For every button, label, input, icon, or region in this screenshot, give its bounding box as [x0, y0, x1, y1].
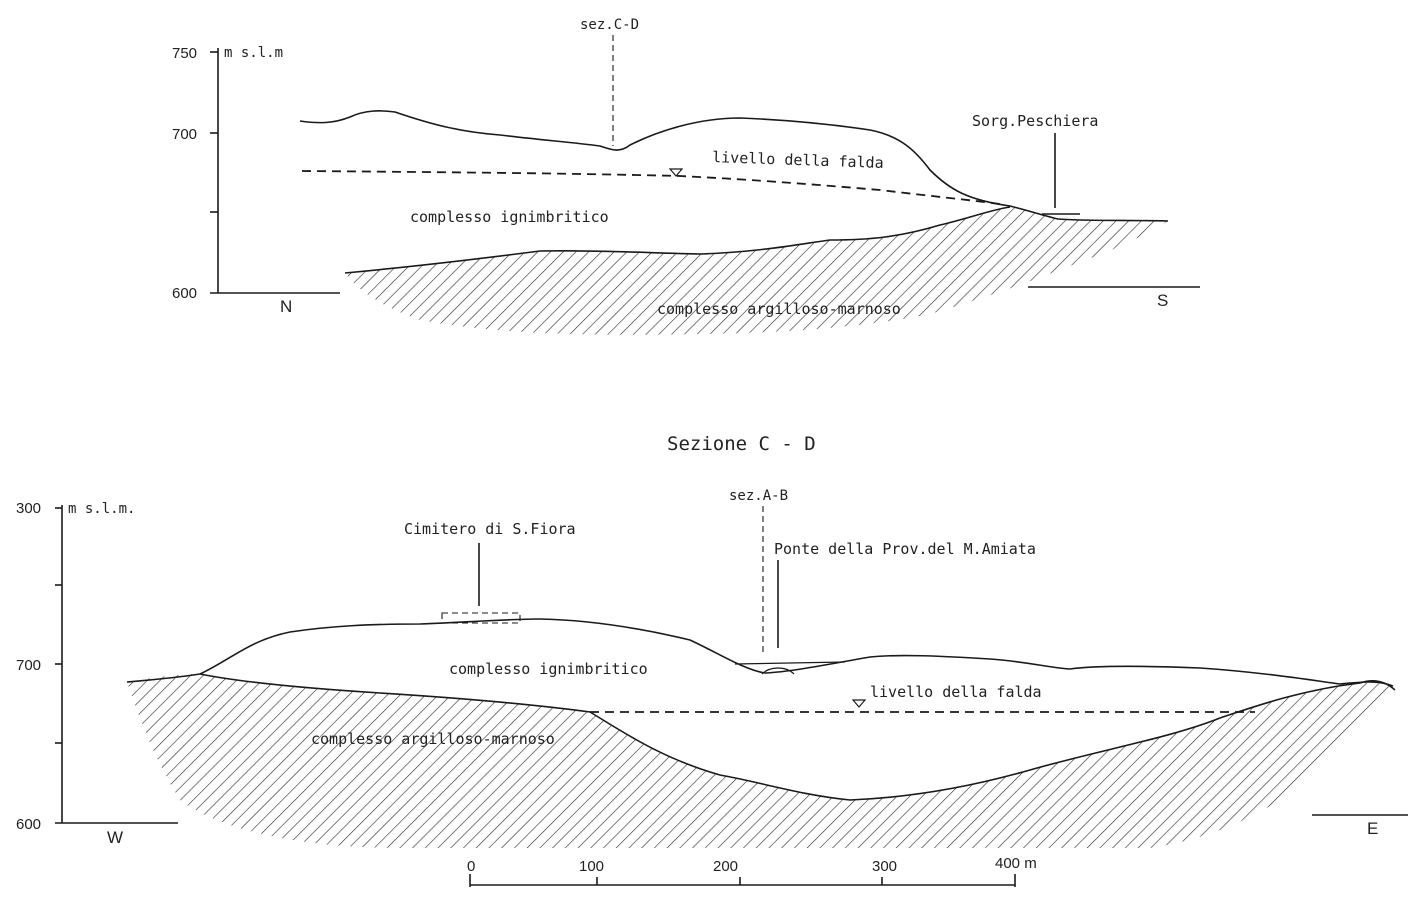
clay-marl-top-ab	[344, 206, 1011, 274]
cemetery-label: Cimitero di S.Fiora	[404, 520, 576, 538]
scale-tick-400: 400 m	[995, 855, 1037, 872]
ground-surface-cd	[126, 618, 1394, 687]
upper-unit-label-ab: complesso ignimbritico	[410, 208, 609, 226]
ground-surface-ab	[299, 110, 1169, 222]
spring-label: Sorg.Peschiera	[972, 112, 1098, 130]
direction-left-ab: N	[280, 297, 292, 316]
elevation-tick-700-cd: 700	[16, 657, 41, 674]
scale-tick-0: 0	[467, 858, 475, 875]
cemetery-outline	[441, 612, 521, 624]
marker-label-ab: sez.A-B	[729, 488, 788, 504]
elevation-tick-600: 600	[172, 285, 197, 302]
upper-unit-label-cd: complesso ignimbritico	[449, 660, 648, 678]
ground-surface-cd-right-edge	[1359, 680, 1396, 691]
elevation-axis-ab: 750 700 600 m s.l.m	[172, 45, 340, 302]
elevation-tick-750: 750	[172, 45, 197, 62]
section-title-cd: Sezione C - D	[667, 433, 816, 455]
clay-marl-top-cd	[199, 673, 1361, 801]
scale-tick-100: 100	[579, 858, 604, 875]
section-ab: 750 700 600 m s.l.m sez.C-D Sorg.Peschie…	[172, 17, 1200, 335]
water-table-label-cd: livello della falda	[870, 683, 1042, 701]
water-table-label-ab: livello della falda	[712, 148, 884, 172]
clay-marl-unit-ab	[345, 207, 1168, 335]
elevation-tick-300: 300	[16, 500, 41, 517]
direction-left-cd: W	[107, 828, 123, 847]
elevation-tick-600-cd: 600	[16, 816, 41, 833]
elevation-unit-cd: m s.l.m.	[68, 501, 135, 517]
bridge-arch	[761, 667, 795, 675]
water-table-symbol-cd	[851, 699, 867, 708]
scale-bar: 0 100 200 300 400 m	[467, 855, 1037, 887]
scale-tick-300: 300	[872, 858, 897, 875]
elevation-unit-ab: m s.l.m	[224, 45, 283, 61]
direction-right-ab: S	[1157, 291, 1168, 310]
section-cd: 300 700 600 m s.l.m. Cimitero di S.Fiora…	[16, 488, 1408, 848]
elevation-tick-700: 700	[172, 126, 197, 143]
clay-marl-unit-cd	[127, 674, 1395, 848]
scale-tick-200: 200	[713, 858, 738, 875]
water-table-symbol-ab	[668, 168, 684, 177]
marker-label-cd: sez.C-D	[580, 17, 639, 33]
elevation-axis-cd: 300 700 600 m s.l.m.	[16, 500, 178, 833]
direction-right-cd: E	[1367, 819, 1378, 838]
river-surface	[734, 661, 846, 665]
bridge-label: Ponte della Prov.del M.Amiata	[774, 540, 1036, 558]
water-table-ab	[301, 170, 1001, 205]
lower-unit-label-ab: complesso argilloso-marnoso	[657, 300, 901, 318]
lower-unit-label-cd: complesso argilloso-marnoso	[311, 730, 555, 748]
